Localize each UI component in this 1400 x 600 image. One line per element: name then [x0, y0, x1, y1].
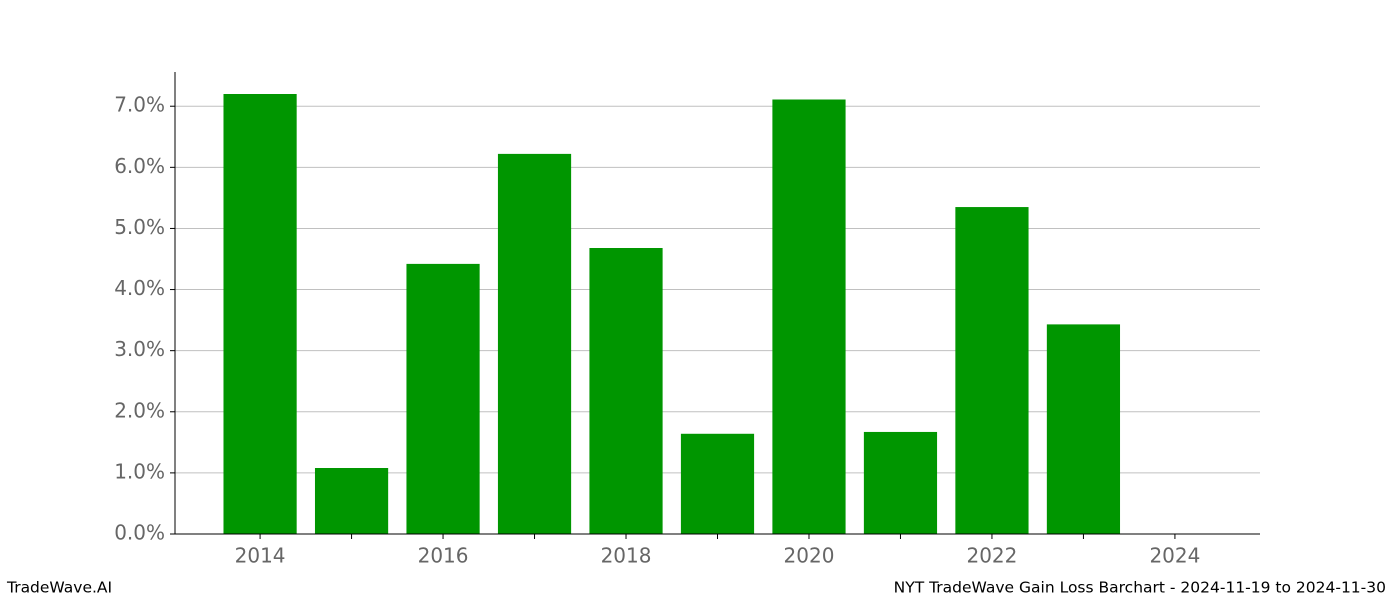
x-tick-label: 2024	[1149, 544, 1200, 568]
y-tick-label: 7.0%	[114, 93, 165, 117]
bar	[497, 153, 572, 534]
bar	[589, 248, 663, 534]
watermark: TradeWave.AI	[6, 579, 112, 597]
y-tick-label: 3.0%	[114, 337, 165, 361]
bar	[772, 99, 846, 534]
x-tick-label: 2022	[966, 544, 1017, 568]
x-tick-label: 2018	[601, 544, 652, 568]
bar	[863, 431, 938, 534]
y-tick-label: 1.0%	[114, 459, 165, 483]
y-tick-label: 0.0%	[114, 521, 165, 545]
y-tick-label: 5.0%	[114, 215, 165, 239]
bar	[1046, 324, 1121, 534]
bar	[314, 468, 389, 534]
bar	[680, 433, 755, 534]
y-tick-label: 6.0%	[114, 154, 165, 178]
caption: NYT TradeWave Gain Loss Barchart - 2024-…	[894, 579, 1386, 597]
bar	[955, 207, 1029, 535]
y-tick-label: 2.0%	[114, 398, 165, 422]
bar	[406, 263, 480, 534]
y-tick-label: 4.0%	[114, 276, 165, 300]
x-tick-label: 2020	[784, 544, 835, 568]
x-tick-label: 2016	[418, 544, 469, 568]
x-tick-label: 2014	[235, 544, 286, 568]
bar	[223, 94, 297, 534]
